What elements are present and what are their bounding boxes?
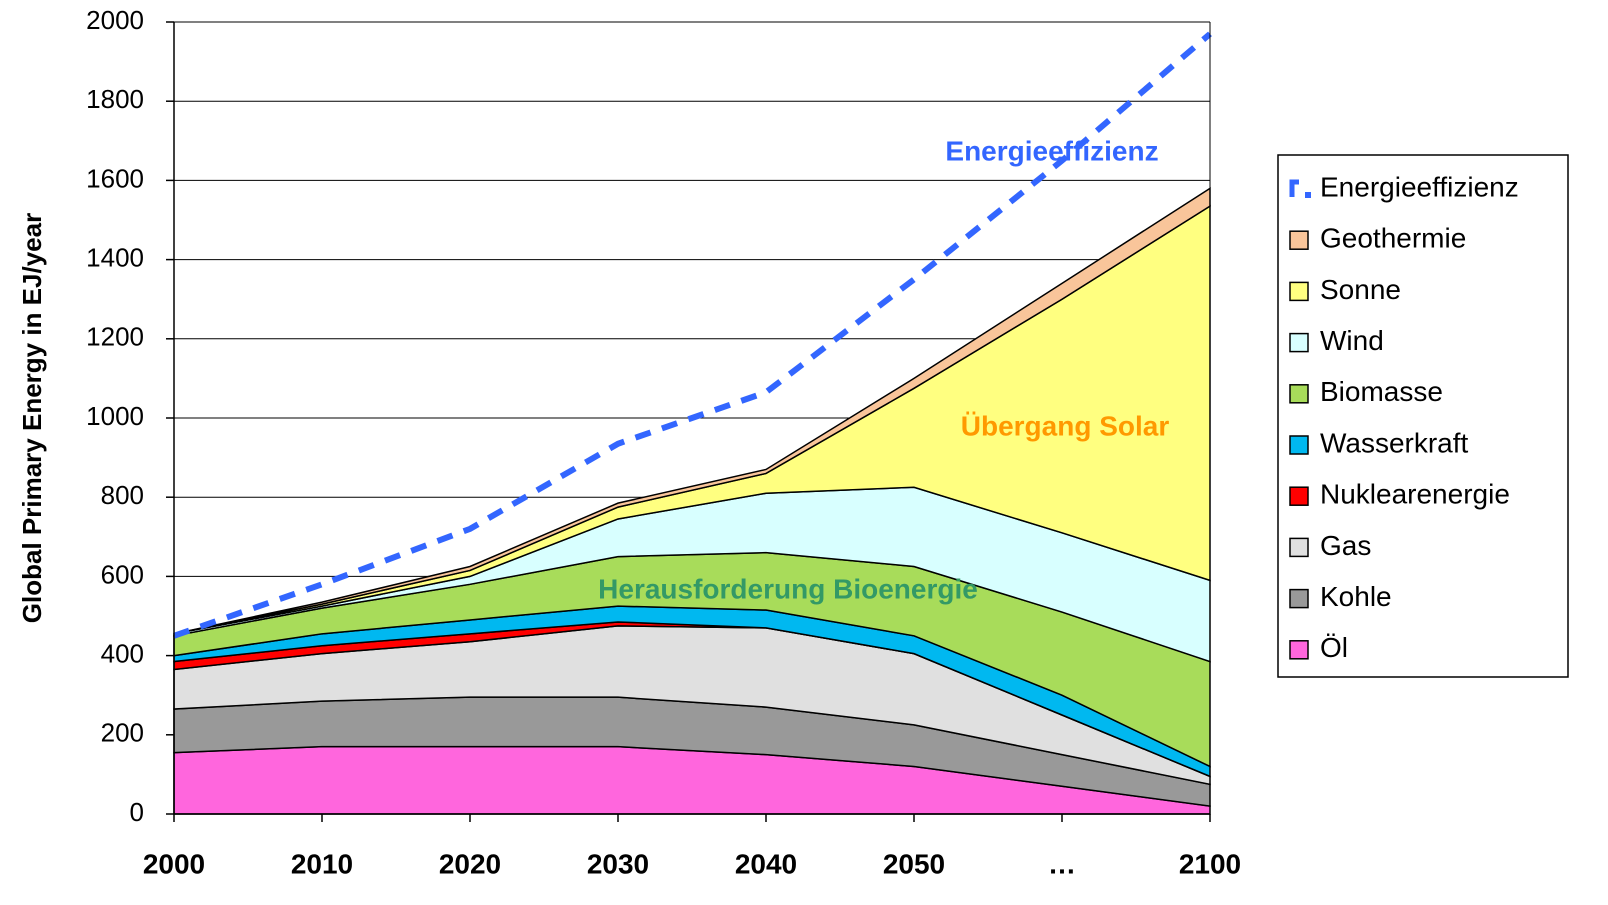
x-tick-label: 2010 <box>291 848 353 879</box>
y-tick-label: 0 <box>130 797 144 827</box>
legend-box <box>1277 154 1569 678</box>
legend-label: Sonne <box>1320 274 1401 305</box>
y-tick-label: 800 <box>101 480 144 510</box>
legend-label: Wind <box>1320 325 1384 356</box>
y-tick-label: 1600 <box>86 163 144 193</box>
x-tick-label: 2020 <box>439 848 501 879</box>
legend-label: Nuklearenergie <box>1320 479 1510 510</box>
legend-swatch <box>1289 640 1309 660</box>
legend-swatch <box>1289 332 1309 353</box>
x-tick-label: … <box>1048 848 1076 879</box>
legend-swatch <box>1289 486 1309 506</box>
y-tick-label: 600 <box>101 559 144 589</box>
x-tick-label: 2050 <box>883 848 945 879</box>
legend-swatch <box>1289 230 1309 250</box>
legend-swatch <box>1289 384 1309 404</box>
annotation: Energieeffizienz <box>945 135 1158 166</box>
legend-label: Wasserkraft <box>1320 427 1469 458</box>
annotation: Herausforderung Bioenergie <box>598 573 978 604</box>
x-tick-label: 2100 <box>1179 848 1241 879</box>
x-tick-label: 2040 <box>735 848 797 879</box>
y-tick-label: 1200 <box>86 322 144 352</box>
legend-swatch <box>1289 537 1309 558</box>
x-tick-label: 2030 <box>587 848 649 879</box>
annotation: Übergang Solar <box>961 410 1170 441</box>
legend-swatch <box>1305 192 1311 198</box>
x-tick-label: 2000 <box>143 848 205 879</box>
y-axis-label: Global Primary Energy in EJ/year <box>17 213 47 623</box>
y-tick-label: 2000 <box>86 5 144 35</box>
legend-swatch <box>1289 588 1309 609</box>
legend-label: Gas <box>1320 530 1371 561</box>
dashed-line <box>173 31 1212 639</box>
legend-swatch <box>1289 281 1309 302</box>
legend-swatch <box>1289 179 1299 197</box>
legend-label: Energieeffizienz <box>1320 171 1519 202</box>
legend-swatch <box>1289 435 1309 455</box>
y-tick-label: 1800 <box>86 84 144 114</box>
y-tick-label: 400 <box>101 638 144 668</box>
legend-label: Kohle <box>1320 581 1392 612</box>
y-tick-label: 1400 <box>86 242 144 272</box>
legend-label: Öl <box>1320 632 1348 663</box>
legend-label: Geothermie <box>1320 223 1466 254</box>
legend-label: Biomasse <box>1320 376 1443 407</box>
y-tick-label: 1000 <box>86 401 144 431</box>
y-tick-label: 200 <box>101 718 144 748</box>
